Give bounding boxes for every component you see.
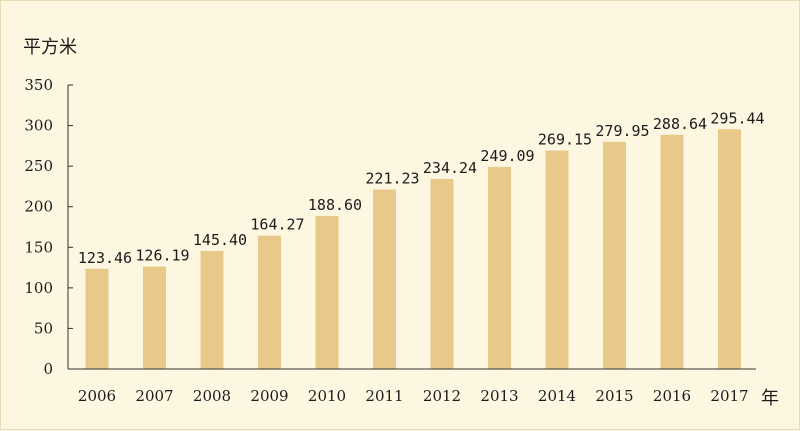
- data-label-2015: 279.95: [595, 122, 649, 140]
- x-tick-label-2006: 2006: [78, 387, 116, 405]
- y-axis-unit-label: 平方米: [23, 37, 77, 58]
- x-tick-label-2012: 2012: [423, 387, 461, 405]
- y-tick-label: 0: [43, 360, 53, 378]
- data-label-2013: 249.09: [480, 147, 534, 165]
- y-tick-label: 150: [24, 238, 53, 256]
- y-tick-label: 100: [24, 279, 53, 297]
- bars-group: [85, 129, 741, 369]
- data-label-2008: 145.40: [193, 231, 247, 249]
- bar-2013: [488, 166, 511, 369]
- x-tick-label-2014: 2014: [538, 387, 576, 405]
- bar-2014: [545, 150, 569, 369]
- y-tick-label: 300: [24, 117, 53, 135]
- bar-2009: [258, 235, 281, 369]
- x-tick-label-2007: 2007: [135, 387, 173, 405]
- x-tick-label-2010: 2010: [308, 387, 346, 405]
- bar-2016: [660, 134, 684, 369]
- data-label-2017: 295.44: [710, 109, 764, 127]
- y-tick-label: 200: [24, 198, 53, 216]
- x-tick-label-2011: 2011: [365, 387, 403, 405]
- y-tick-label: 50: [34, 319, 53, 337]
- x-axis-labels: 2006 2007 2008 2009 2010 2011 2012 2013 2014 2015…: [78, 387, 749, 405]
- data-label-2009: 164.27: [250, 216, 304, 234]
- data-label-2012: 234.24: [423, 159, 477, 177]
- x-axis-unit-label: 年: [761, 388, 779, 409]
- bar-2017: [718, 129, 741, 369]
- bar-2006: [85, 268, 109, 369]
- x-tick-label-2017: 2017: [710, 387, 748, 405]
- bar-2008: [200, 251, 224, 369]
- bar-2007: [143, 266, 166, 369]
- data-label-2007: 126.19: [135, 247, 189, 265]
- y-axis-ticks: 0 50 100 150 200 250 300 350: [24, 76, 73, 378]
- bar-2015: [603, 141, 626, 369]
- data-labels-group: 123.46 126.19145.40164.27188.60221.23234.…: [78, 109, 765, 267]
- data-label-2014: 269.15: [538, 131, 592, 149]
- data-label-2011: 221.23: [365, 169, 419, 187]
- bar-2011: [373, 189, 396, 369]
- data-label-2016: 288.64: [653, 115, 707, 133]
- y-tick-label: 250: [24, 157, 53, 175]
- data-label-2010: 188.60: [308, 196, 362, 214]
- x-tick-label-2008: 2008: [193, 387, 231, 405]
- x-tick-label-2013: 2013: [480, 387, 518, 405]
- data-label-2006: 123.46: [78, 249, 132, 267]
- bar-2012: [430, 178, 454, 369]
- x-tick-label-2016: 2016: [653, 387, 691, 405]
- x-tick-label-2015: 2015: [595, 387, 633, 405]
- y-tick-label: 350: [24, 76, 53, 94]
- bar-2010: [315, 215, 339, 369]
- x-tick-label-2009: 2009: [250, 387, 288, 405]
